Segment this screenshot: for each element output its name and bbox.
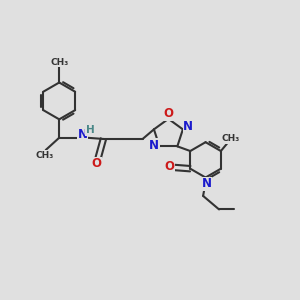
Text: N: N: [202, 177, 212, 190]
Text: N: N: [77, 128, 88, 141]
Text: N: N: [183, 120, 193, 134]
Text: O: O: [164, 160, 174, 173]
Text: O: O: [92, 158, 102, 170]
Text: H: H: [85, 125, 94, 135]
Text: CH₃: CH₃: [222, 134, 240, 143]
Text: CH₃: CH₃: [50, 58, 68, 67]
Text: N: N: [149, 139, 159, 152]
Text: CH₃: CH₃: [35, 151, 54, 160]
Text: O: O: [164, 107, 173, 120]
